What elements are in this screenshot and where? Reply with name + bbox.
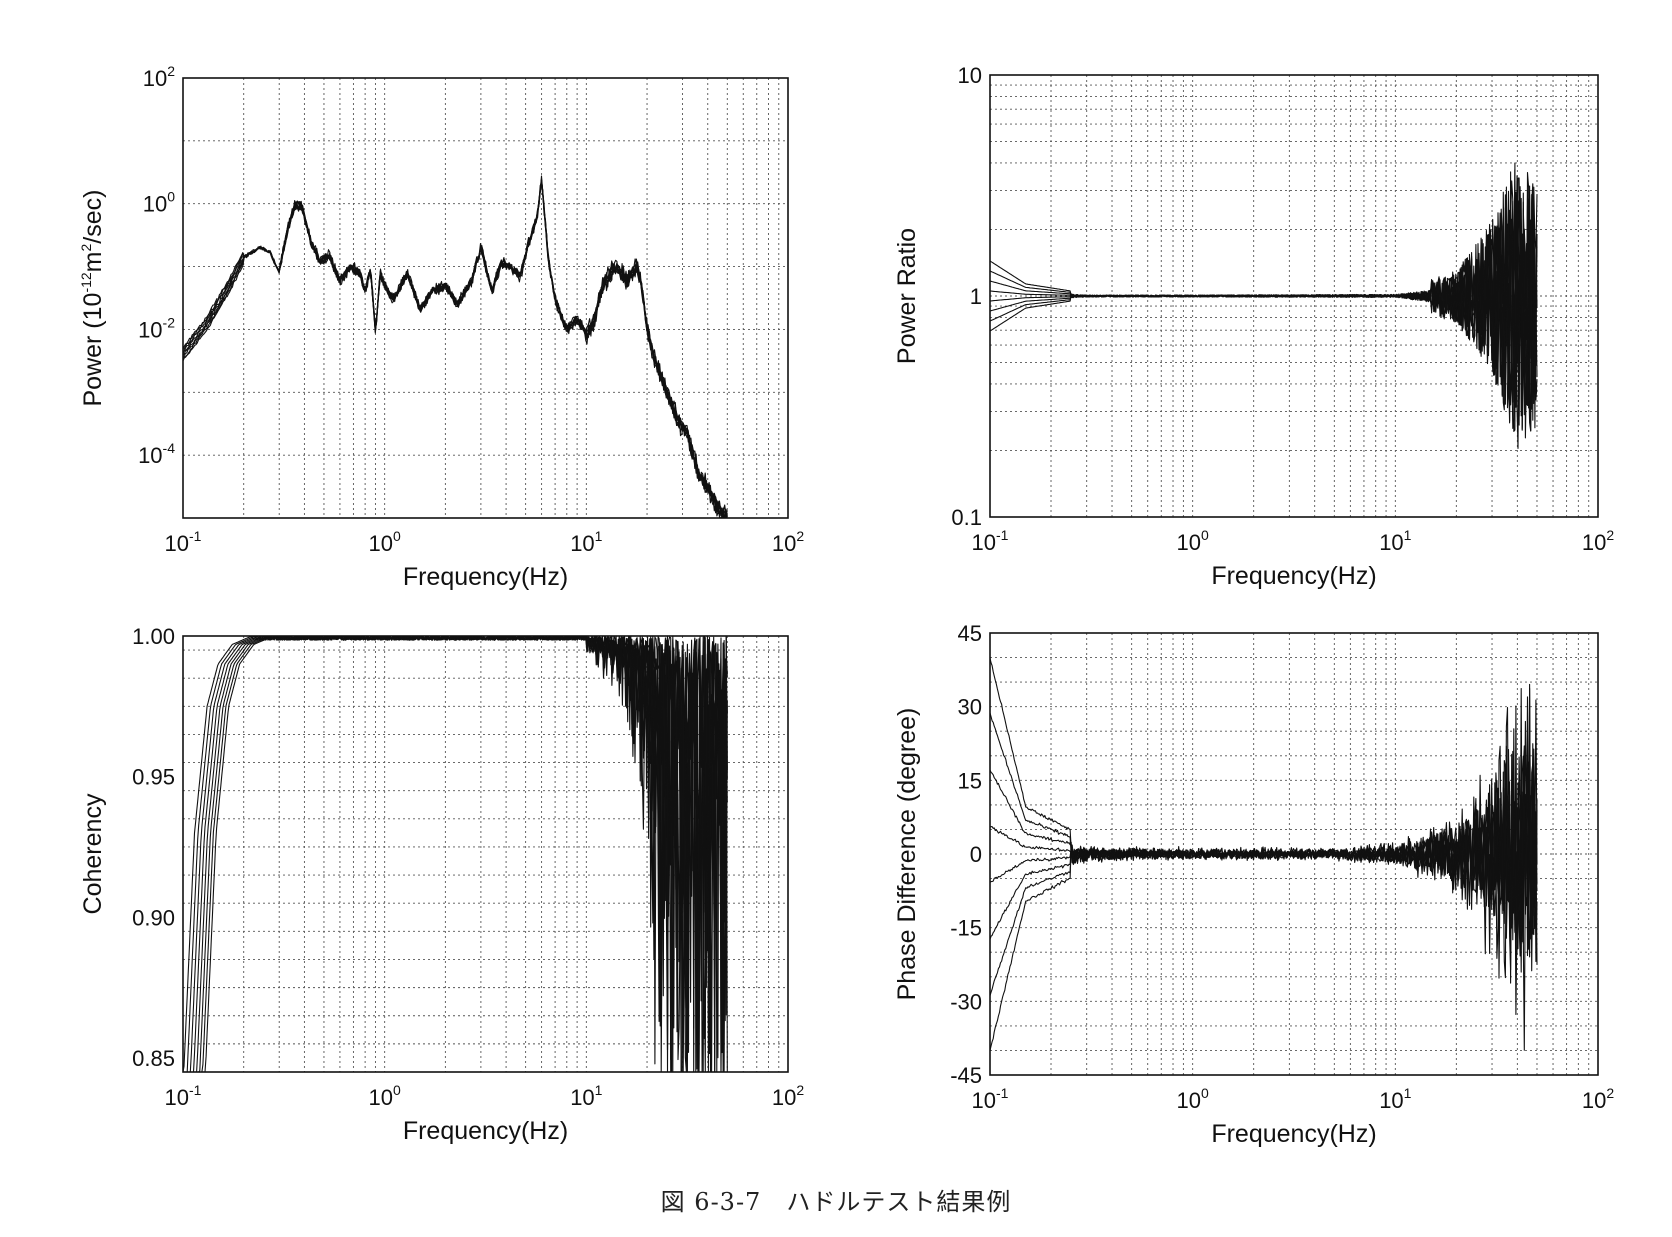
x-tick-label: 102 [772, 528, 804, 556]
y-axis-label: Power (10-12m2/sec) [78, 190, 107, 407]
power-series-3 [183, 179, 728, 518]
power-series-5 [183, 180, 728, 518]
phase-series-group [990, 657, 1538, 1051]
ratio-plot-frame [989, 74, 1599, 518]
y-tick-label: 1 [970, 284, 982, 309]
y-axis-label: Coherency [79, 793, 107, 914]
power-series-7 [183, 182, 728, 518]
y-tick-label: -45 [950, 1063, 982, 1088]
y-tick-label: 0.85 [132, 1046, 175, 1071]
x-tick-label: 100 [1177, 1085, 1209, 1113]
y-tick-label: 1.00 [132, 624, 175, 649]
power-plot-frame [182, 77, 789, 519]
y-tick-label: 10 [958, 63, 982, 88]
power-series-1 [183, 180, 728, 518]
y-tick-label: -15 [950, 916, 982, 941]
y-axis-label: Power Ratio [893, 228, 921, 364]
y-axis-label: Phase Difference (degree) [893, 708, 921, 1001]
x-tick-label: 101 [570, 528, 602, 556]
phase-series-7 [990, 699, 1538, 947]
x-tick-label: 101 [1379, 527, 1411, 555]
phase-series-1 [990, 748, 1538, 1051]
coherency-series-group [183, 636, 728, 1072]
x-tick-label: 10-1 [165, 1082, 202, 1110]
phase-plot-frame [989, 632, 1599, 1076]
power-grid [183, 78, 788, 518]
x-tick-label: 102 [1582, 527, 1614, 555]
y-tick-label: -30 [950, 989, 982, 1014]
phase-series-8 [990, 657, 1538, 965]
x-axis-label: Frequency(Hz) [1211, 1120, 1376, 1148]
x-axis-label: Frequency(Hz) [403, 563, 568, 591]
y-tick-label: 0.1 [951, 505, 982, 530]
ratio-series-8 [990, 190, 1538, 432]
coherency-series-8 [183, 636, 728, 1072]
power-spectrum-chart: 10-1 100 101 102 10-4 10-2 100 102 Frequency(Hz)… [78, 63, 804, 591]
power-ratio-chart: 10-1 100 101 102 0.1 1 10 Frequency(Hz) Power Ra… [893, 63, 1614, 590]
x-tick-label: 102 [772, 1082, 804, 1110]
x-axis-label: Frequency(Hz) [1211, 562, 1376, 590]
phase-difference-chart: 10-1 100 101 102 -45 -30 -15 0 15 30 45 Frequency(H… [893, 621, 1614, 1148]
x-tick-label: 102 [1582, 1085, 1614, 1113]
x-axis-label: Frequency(Hz) [403, 1117, 568, 1145]
y-tick-label: 10-4 [138, 440, 175, 468]
power-series-2 [183, 180, 728, 518]
x-tick-label: 10-1 [165, 528, 202, 556]
power-series-4 [183, 178, 728, 518]
power-series-group [183, 175, 728, 518]
power-series-6 [183, 180, 728, 518]
y-tick-label: 100 [143, 189, 175, 217]
ratio-series-group [990, 162, 1538, 449]
x-tick-label: 100 [369, 1082, 401, 1110]
y-tick-label: 102 [143, 63, 175, 91]
y-tick-label: 0.95 [132, 765, 175, 790]
figure-caption: 図 6-3-7 ハドルテスト結果例 [661, 1188, 1012, 1216]
y-tick-label: 0 [970, 842, 982, 867]
y-tick-label: 15 [958, 768, 982, 793]
x-tick-label: 10-1 [972, 527, 1009, 555]
y-tick-label: 45 [958, 621, 982, 646]
power-series-8 [183, 175, 728, 518]
coherency-chart: 10-1 100 101 102 0.85 0.90 0.95 1.00 Frequency(H… [79, 624, 804, 1145]
x-tick-label: 101 [570, 1082, 602, 1110]
x-tick-label: 100 [1177, 527, 1209, 555]
x-tick-label: 100 [369, 528, 401, 556]
coherency-series-4 [183, 636, 728, 1072]
y-tick-label: 0.90 [132, 905, 175, 930]
coherency-grid [183, 636, 788, 1072]
y-tick-label: 10-2 [138, 314, 175, 342]
x-tick-label: 101 [1379, 1085, 1411, 1113]
x-tick-label: 10-1 [972, 1085, 1009, 1113]
coherency-plot-frame [182, 635, 789, 1073]
y-tick-label: 30 [958, 695, 982, 720]
